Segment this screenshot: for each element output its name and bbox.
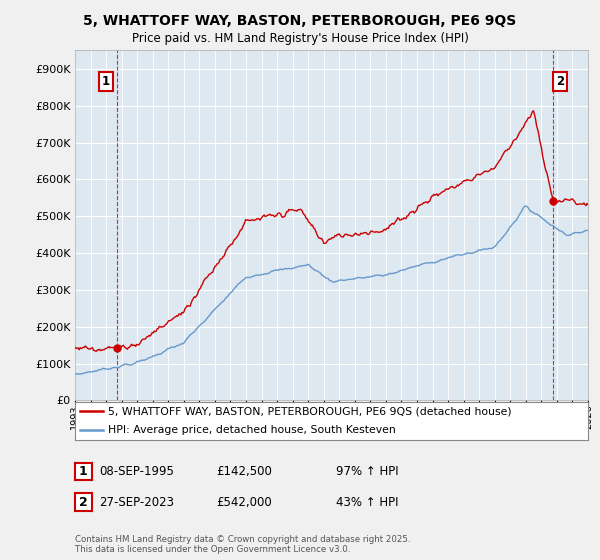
Text: HPI: Average price, detached house, South Kesteven: HPI: Average price, detached house, Sout… [109, 425, 396, 435]
Text: 5, WHATTOFF WAY, BASTON, PETERBOROUGH, PE6 9QS: 5, WHATTOFF WAY, BASTON, PETERBOROUGH, P… [83, 14, 517, 28]
Text: 5, WHATTOFF WAY, BASTON, PETERBOROUGH, PE6 9QS (detached house): 5, WHATTOFF WAY, BASTON, PETERBOROUGH, P… [109, 406, 512, 416]
Text: 1: 1 [102, 76, 110, 88]
Text: £542,000: £542,000 [216, 496, 272, 509]
Text: 97% ↑ HPI: 97% ↑ HPI [336, 465, 398, 478]
Text: 1: 1 [79, 465, 88, 478]
Text: £142,500: £142,500 [216, 465, 272, 478]
Text: 2: 2 [79, 496, 88, 509]
Text: 27-SEP-2023: 27-SEP-2023 [99, 496, 174, 509]
Text: 2: 2 [556, 76, 564, 88]
Text: Price paid vs. HM Land Registry's House Price Index (HPI): Price paid vs. HM Land Registry's House … [131, 32, 469, 45]
Text: 08-SEP-1995: 08-SEP-1995 [99, 465, 174, 478]
Text: 43% ↑ HPI: 43% ↑ HPI [336, 496, 398, 509]
Text: Contains HM Land Registry data © Crown copyright and database right 2025.
This d: Contains HM Land Registry data © Crown c… [75, 535, 410, 554]
